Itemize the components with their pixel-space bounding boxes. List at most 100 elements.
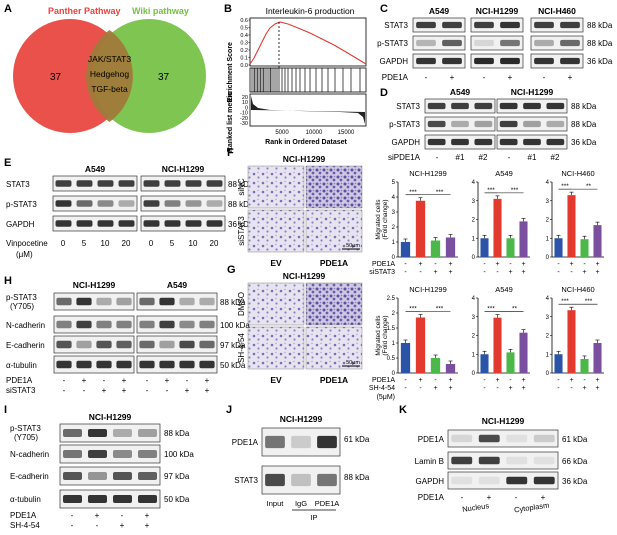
blot-sign: + xyxy=(450,73,455,82)
blot-c-band xyxy=(416,39,436,47)
blot-i-band xyxy=(138,495,157,503)
micro-scale-label: 50μm xyxy=(346,360,360,366)
blot-d-band xyxy=(523,120,541,128)
blot-h-band xyxy=(159,320,175,329)
bar-y-tick-label: 0 xyxy=(546,371,550,377)
ip-label: IP xyxy=(310,513,317,522)
blot-h-band xyxy=(179,360,195,369)
sig-label: *** xyxy=(511,187,519,194)
bar-y-tick-label: 1 xyxy=(392,240,396,246)
blot-sign: - xyxy=(461,493,464,502)
micro-col-label: PDE1A xyxy=(320,258,348,268)
blot-row-label: PDE1A xyxy=(232,438,259,447)
blot-kda: 88 kDa xyxy=(571,102,597,111)
blot-cell-header: NCI-H460 xyxy=(538,6,576,16)
blot-row-label: STAT3 xyxy=(384,21,408,30)
micro-row-label: DMSO xyxy=(237,292,246,316)
blot-i-frame xyxy=(59,466,161,486)
blot-e-band xyxy=(164,200,181,207)
micrograph-image xyxy=(247,282,305,326)
bar-y-tick-label: 4 xyxy=(546,180,550,186)
blot-sign: + xyxy=(487,493,492,502)
blot-i-band xyxy=(63,472,82,480)
blot-row-label: (Y705) xyxy=(14,433,38,442)
sig-label: *** xyxy=(487,187,495,194)
blot-kda: 100 kDa xyxy=(220,321,250,330)
blot-sign: + xyxy=(165,376,170,385)
bar-sign: - xyxy=(434,261,437,268)
blot-row-label: p-STAT3 xyxy=(6,293,37,302)
blot-h-band xyxy=(96,320,112,329)
blot-cell-header: A549 xyxy=(429,6,450,16)
gsea-xtick: 5000 xyxy=(275,130,289,136)
bar-chart-title: NCI-H460 xyxy=(561,169,594,178)
blot-dose: 5 xyxy=(170,239,175,248)
bar-y-tick-label: 4 xyxy=(472,296,476,302)
blot-h-band xyxy=(56,360,72,369)
bar-y-tick-label: 1 xyxy=(546,352,550,358)
blot-c-frame xyxy=(470,35,524,51)
blot-j-band xyxy=(265,473,285,487)
bar-sign: + xyxy=(495,261,499,268)
bar-y-tick-label: 3 xyxy=(546,199,550,205)
blot-j-band xyxy=(291,473,311,487)
blot-c-band xyxy=(560,39,580,47)
blot-i-frame xyxy=(59,489,161,509)
bar-y-tick-label: 2 xyxy=(392,225,396,231)
bar xyxy=(400,242,411,257)
blot-e-band xyxy=(76,200,93,207)
bar-y-tick-label: 0 xyxy=(472,371,476,377)
blot-condition-label: Vinpocetine xyxy=(6,239,48,248)
blot-row-label: GAPDH xyxy=(380,57,409,66)
bar-sign: + xyxy=(508,269,512,276)
blot-e-frame xyxy=(52,215,138,232)
gsea-ytick: 0.0 xyxy=(240,63,248,69)
venn-left-label: Panther Pathway xyxy=(48,6,121,16)
blot-sign: + xyxy=(122,386,127,395)
micrograph-image xyxy=(305,282,363,326)
sig-label: *** xyxy=(436,306,444,313)
blot-d-band xyxy=(546,138,565,146)
blot-condition-label: PDE1A xyxy=(6,376,33,385)
bar-sign: - xyxy=(419,269,422,276)
blot-k-band xyxy=(506,434,528,443)
bar-y-tick-label: 2 xyxy=(472,218,476,224)
blot-cell-header: NCI-H1299 xyxy=(162,164,205,174)
venn-shared-item: TGF-beta xyxy=(91,84,128,94)
blot-c-band xyxy=(560,57,580,65)
blot-d-band xyxy=(451,102,469,110)
blot-sign: + xyxy=(205,386,210,395)
bar-ylabel: Migrated cells xyxy=(375,199,382,240)
blot-c-band xyxy=(500,39,520,47)
bar-y-tick-label: 0 xyxy=(392,255,396,261)
micro-col-label: EV xyxy=(270,258,282,268)
blot-e-band xyxy=(97,200,114,207)
gsea-ytick-bottom: -30 xyxy=(240,121,248,127)
blot-e-band xyxy=(143,220,160,227)
bar-ylabel2: (Fold change) xyxy=(382,199,389,239)
bar-sign: - xyxy=(404,269,407,276)
blot-i-band xyxy=(88,429,107,437)
bar xyxy=(593,343,602,373)
blot-sign: - xyxy=(436,153,439,162)
venn-shared-item: JAK/STAT3 xyxy=(88,54,131,64)
blot-e-band xyxy=(76,220,93,227)
micrograph-image xyxy=(305,165,363,209)
blot-cell-header: A549 xyxy=(167,280,188,290)
bar-sign: + xyxy=(521,261,525,268)
blot-e-band xyxy=(185,220,202,227)
blot-row-label: GAPDH xyxy=(416,477,445,486)
blot-e-frame xyxy=(140,175,226,192)
blot-kda: 61 kDa xyxy=(344,435,370,444)
blot-h-band xyxy=(116,340,132,349)
blot-e-band xyxy=(97,180,114,187)
bar-y-tick-label: 1.5 xyxy=(387,326,396,332)
blot-row-label: E-cadherin xyxy=(10,472,49,481)
gsea-ytick: 0.2 xyxy=(240,48,248,54)
blot-h-frame xyxy=(53,315,135,334)
blot-h-band xyxy=(159,297,175,306)
blot-h-frame xyxy=(136,335,218,354)
blot-d-band xyxy=(427,138,446,146)
